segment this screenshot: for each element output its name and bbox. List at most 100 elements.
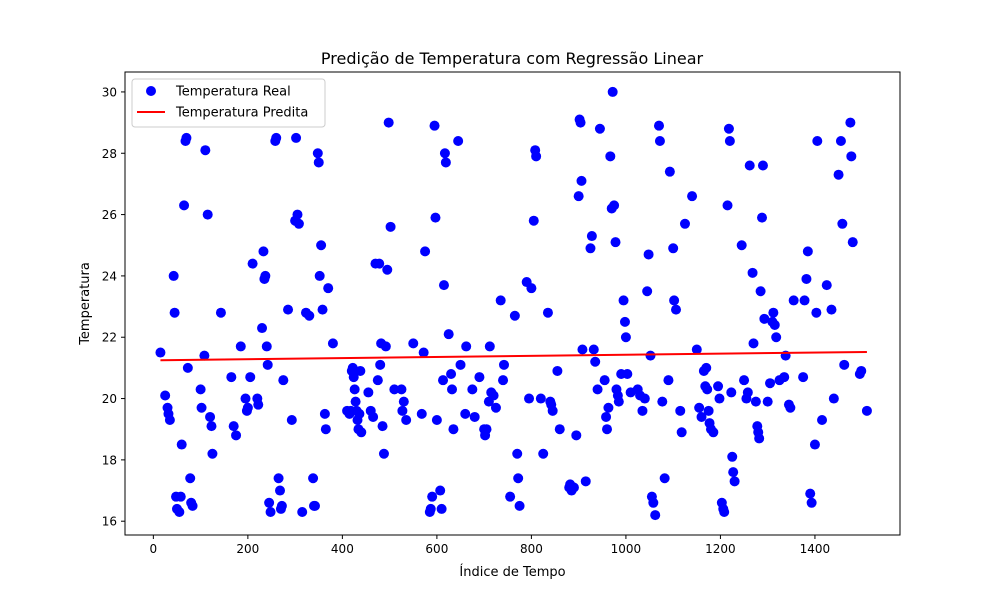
data-point (663, 375, 674, 386)
data-point (408, 338, 419, 349)
data-point (261, 341, 272, 352)
data-point (653, 120, 664, 131)
data-point (538, 448, 549, 459)
data-point (498, 375, 509, 386)
data-point (811, 307, 822, 318)
data-point (195, 384, 206, 395)
data-point (837, 218, 848, 229)
data-point (175, 491, 186, 502)
data-point (286, 415, 297, 426)
data-point (160, 390, 171, 401)
plot-area (155, 86, 872, 521)
y-tick-label: 22 (102, 331, 117, 345)
data-point (385, 221, 396, 232)
data-point (443, 329, 454, 340)
data-point (309, 500, 320, 511)
data-point (828, 393, 839, 404)
data-point (397, 405, 408, 416)
data-point (713, 381, 724, 392)
data-point (856, 365, 867, 376)
data-point (577, 344, 588, 355)
axes-frame (124, 71, 901, 536)
data-point (509, 310, 520, 321)
data-point (535, 393, 546, 404)
data-point (187, 500, 198, 511)
data-point (802, 246, 813, 257)
data-point (654, 135, 665, 146)
data-point (498, 359, 509, 370)
data-point (588, 344, 599, 355)
data-point (199, 350, 210, 361)
data-point (755, 286, 766, 297)
data-point (528, 215, 539, 226)
data-point (181, 132, 192, 143)
data-point (438, 375, 449, 386)
data-point (554, 424, 565, 435)
data-point (378, 448, 389, 459)
data-point (757, 212, 768, 223)
data-point (257, 323, 268, 334)
data-point (312, 148, 323, 159)
data-point (650, 510, 661, 521)
data-point (639, 393, 650, 404)
data-point (416, 408, 427, 419)
data-point (440, 157, 451, 168)
legend-label-predicted: Temperatura Predita (175, 106, 308, 121)
data-point (724, 135, 735, 146)
data-point (750, 396, 761, 407)
data-point (484, 341, 495, 352)
data-point (327, 338, 338, 349)
data-point (436, 503, 447, 514)
data-point (568, 482, 579, 493)
data-point (348, 372, 359, 383)
data-point (319, 408, 330, 419)
data-point (861, 405, 872, 416)
data-point (253, 399, 264, 410)
data-point (453, 135, 464, 146)
data-point (168, 270, 179, 281)
data-point (657, 396, 668, 407)
data-point (531, 151, 542, 162)
y-tick-label: 20 (102, 392, 117, 406)
data-point (349, 384, 360, 395)
data-point (372, 375, 383, 386)
legend-marker-real (146, 86, 156, 96)
data-point (278, 375, 289, 386)
data-point (526, 283, 537, 294)
data-point (215, 307, 226, 318)
data-point (833, 169, 844, 180)
data-point (727, 451, 738, 462)
data-point (845, 117, 856, 128)
chart-title: Predição de Temperatura com Regressão Li… (321, 49, 704, 68)
data-point (798, 372, 809, 383)
data-point (317, 304, 328, 315)
data-point (722, 200, 733, 211)
data-point (742, 387, 753, 398)
data-point (490, 402, 501, 413)
data-point (380, 341, 391, 352)
data-point (671, 304, 682, 315)
data-point (602, 424, 613, 435)
data-point (382, 264, 393, 275)
data-point (350, 396, 361, 407)
data-point (474, 372, 485, 383)
data-point (182, 362, 193, 373)
data-point (664, 166, 675, 177)
data-point (748, 338, 759, 349)
y-tick-label: 24 (102, 269, 117, 283)
data-point (202, 209, 213, 220)
data-point (164, 415, 175, 426)
data-point (271, 132, 282, 143)
data-point (768, 307, 779, 318)
data-point (304, 310, 315, 321)
data-point (418, 347, 429, 358)
data-point (398, 396, 409, 407)
data-point (575, 117, 586, 128)
data-point (235, 341, 246, 352)
data-point (323, 283, 334, 294)
data-point (846, 151, 857, 162)
data-point (714, 393, 725, 404)
data-point (467, 384, 478, 395)
data-point (460, 408, 471, 419)
legend-label-real: Temperatura Real (175, 85, 291, 100)
